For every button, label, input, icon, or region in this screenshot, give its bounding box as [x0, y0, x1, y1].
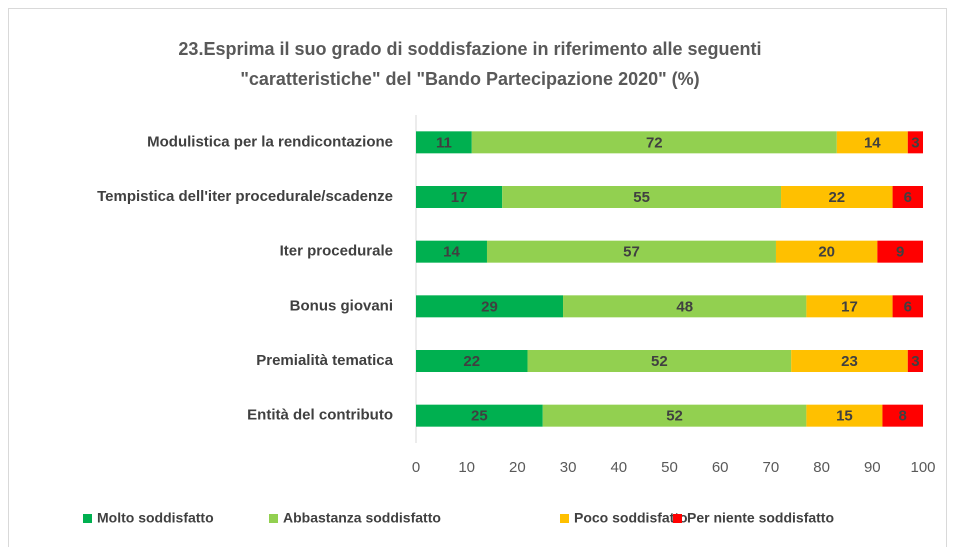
data-label: 6: [904, 298, 912, 315]
bar-segment: [781, 186, 893, 208]
data-label: 52: [666, 408, 683, 425]
data-label: 14: [443, 244, 460, 261]
bar-segment: [416, 350, 528, 372]
data-label: 29: [481, 298, 498, 315]
y-tick-label: Iter procedurale: [280, 243, 393, 260]
bar-segment: [416, 295, 564, 318]
data-label: 3: [911, 134, 919, 151]
x-tick-label: 50: [661, 459, 678, 476]
x-tick-label: 10: [458, 459, 475, 476]
bar-segment: [775, 240, 878, 263]
bar-segment: [907, 350, 923, 372]
bar-segment: [563, 295, 807, 318]
bar-segment: [416, 131, 472, 154]
data-label: 20: [818, 244, 835, 261]
legend-swatch: [269, 514, 278, 523]
y-tick-label: Bonus giovani: [290, 297, 393, 314]
bar-segment: [416, 186, 503, 208]
x-tick-label: 70: [763, 459, 780, 476]
data-label: 52: [651, 353, 668, 370]
data-label: 15: [836, 408, 853, 425]
data-label: 6: [904, 189, 912, 206]
data-label: 22: [463, 353, 480, 370]
legend-label: Abbastanza soddisfatto: [283, 510, 441, 526]
x-tick-label: 60: [712, 459, 729, 476]
legend-swatch: [673, 514, 682, 523]
data-label: 17: [841, 298, 858, 315]
x-tick-label: 80: [813, 459, 830, 476]
chart-border: [8, 8, 947, 547]
bar-segment: [892, 295, 923, 318]
data-label: 48: [676, 298, 693, 315]
bar-segment: [907, 131, 923, 154]
legend-swatch: [560, 514, 569, 523]
bar-segment: [892, 186, 923, 208]
x-tick-label: 20: [509, 459, 526, 476]
legend-label: Molto soddisfatto: [97, 510, 214, 526]
bar-segment: [471, 131, 837, 154]
data-label: 22: [828, 189, 845, 206]
x-tick-label: 100: [910, 459, 935, 476]
data-label: 14: [864, 134, 881, 151]
y-tick-label: Premialità tematica: [256, 352, 393, 369]
data-label: 8: [899, 408, 907, 425]
bar-segment: [502, 186, 782, 208]
y-tick-label: Modulistica per la rendicontazione: [147, 133, 393, 150]
bar-segment: [806, 404, 883, 427]
bar-segment: [527, 350, 792, 372]
x-tick-label: 90: [864, 459, 881, 476]
legend-label: Per niente soddisfatto: [687, 510, 834, 526]
bar-segment: [416, 404, 543, 427]
bar-segment: [791, 350, 908, 372]
bar-segment: [882, 404, 923, 427]
bar-segment: [806, 295, 893, 318]
bar-segment: [486, 240, 776, 263]
x-tick-label: 40: [610, 459, 627, 476]
y-tick-label: Tempistica dell'iter procedurale/scadenz…: [97, 188, 393, 205]
bar-segment: [416, 240, 487, 263]
data-label: 57: [623, 244, 640, 261]
legend-label: Poco soddisfatto: [574, 510, 688, 526]
legend-swatch: [83, 514, 92, 523]
data-label: 25: [471, 408, 488, 425]
data-label: 72: [646, 134, 663, 151]
chart-title: "caratteristiche" del "Bando Partecipazi…: [240, 69, 699, 89]
data-label: 11: [436, 134, 452, 151]
data-label: 3: [911, 353, 919, 370]
data-label: 9: [896, 244, 904, 261]
data-label: 23: [841, 353, 858, 370]
bar-segment: [542, 404, 807, 427]
chart-title: 23.Esprima il suo grado di soddisfazione…: [178, 39, 761, 59]
data-label: 55: [633, 189, 650, 206]
x-tick-label: 30: [560, 459, 577, 476]
y-tick-label: Entità del contributo: [247, 407, 393, 424]
data-label: 17: [451, 189, 468, 206]
x-tick-label: 0: [412, 459, 420, 476]
bar-segment: [877, 240, 923, 263]
bar-segment: [836, 131, 908, 154]
